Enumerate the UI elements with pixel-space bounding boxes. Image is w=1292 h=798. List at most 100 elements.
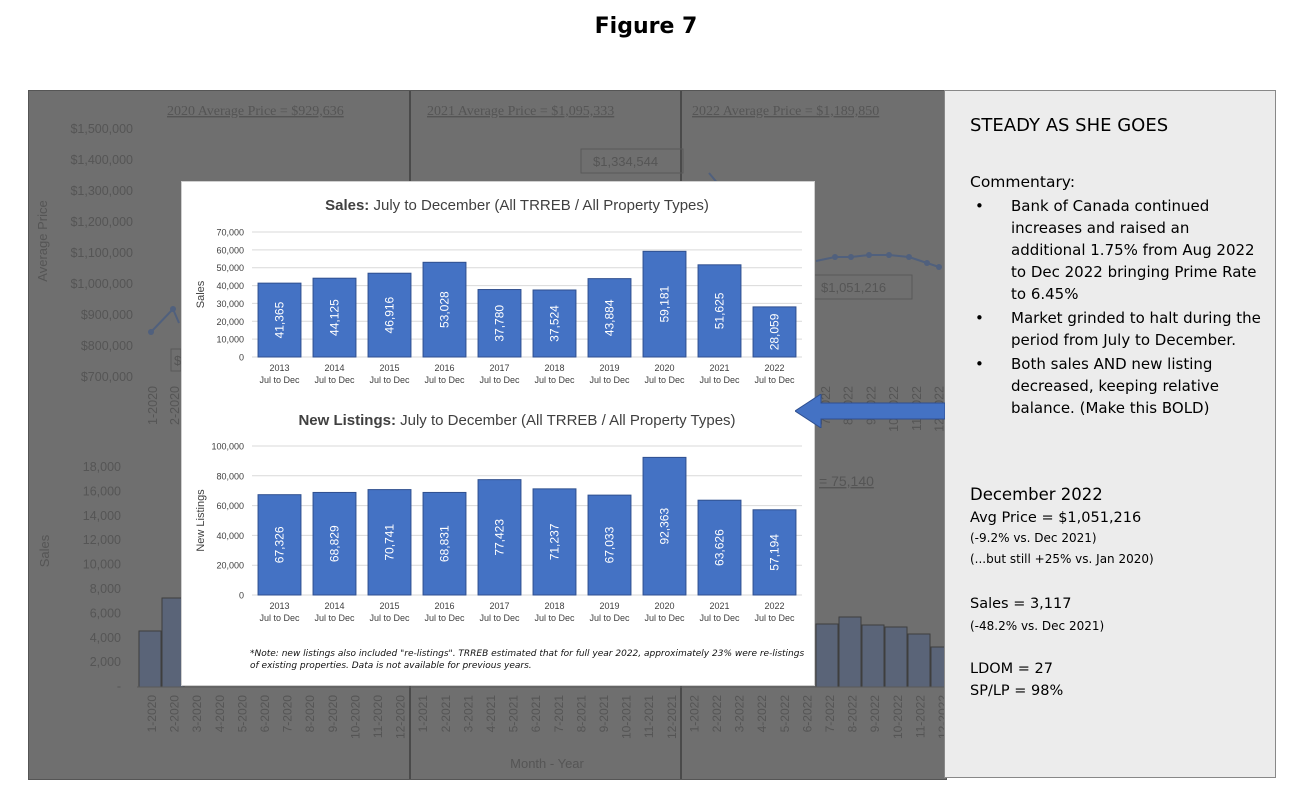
new-listings-chart: New Listings: July to December (All TRRE… [195, 412, 802, 623]
price-tick-label: $1,100,000 [70, 246, 133, 260]
x-tick-sublabel: Jul to Dec [369, 375, 410, 385]
avg-price-note-1: (-9.2% vs. Dec 2021) [970, 531, 1097, 545]
bar-value-label: 63,626 [713, 529, 727, 566]
y-tick-label: 100,000 [211, 442, 244, 452]
x-tick-label: 2014 [324, 601, 344, 611]
bar [477, 289, 522, 358]
bar [587, 494, 632, 596]
month-tick-label: 5-2022 [778, 695, 792, 733]
december-heading: December 2022 [970, 485, 1103, 504]
month-tick-label: 7-2020 [281, 695, 295, 733]
x-axis-title: Month - Year [510, 756, 584, 771]
month-tick-label: 2-2022 [710, 695, 724, 733]
sales-bar [907, 633, 931, 688]
month-tick-label: 4-2020 [213, 695, 227, 733]
commentary-heading: Commentary: [970, 173, 1076, 191]
bar-value-label: 37,524 [548, 305, 562, 342]
bar-value-label: 43,884 [603, 299, 617, 336]
sales-tick-label: 14,000 [83, 509, 121, 523]
callout-last: $1,051,216 [821, 280, 886, 295]
bar-value-label: 77,423 [493, 519, 507, 556]
price-tick-label: $700,000 [81, 370, 133, 384]
x-tick-sublabel: Jul to Dec [424, 613, 465, 623]
panel-title: STEADY AS SHE GOES [970, 115, 1169, 136]
y-tick-label: 80,000 [216, 471, 244, 481]
x-tick-label: 2019 [599, 363, 619, 373]
month-tick-label: 1-2020 [146, 386, 160, 425]
x-tick-label: 2014 [324, 363, 344, 373]
price-tick-label: $800,000 [81, 339, 133, 353]
x-tick-label: 2019 [599, 601, 619, 611]
month-tick-label: 5-2020 [235, 695, 249, 733]
x-tick-label: 2022 [764, 601, 784, 611]
x-tick-sublabel: Jul to Dec [369, 613, 410, 623]
x-tick-sublabel: Jul to Dec [534, 375, 575, 385]
x-tick-sublabel: Jul to Dec [699, 375, 740, 385]
overlay-charts-svg: Sales: July to December (All TRREB / All… [195, 197, 802, 623]
average-price-label: 2021 Average Price = $1,095,333 [427, 104, 614, 119]
month-tick-label: 1-2022 [687, 695, 701, 733]
x-tick-sublabel: Jul to Dec [424, 375, 465, 385]
bar [697, 264, 742, 358]
sales-note: (-48.2% vs. Dec 2021) [970, 619, 1105, 633]
x-tick-label: 2021 [709, 363, 729, 373]
callout-peak: $1,334,544 [593, 154, 658, 169]
price-tick-label: $1,500,000 [70, 122, 133, 136]
month-tick-label: 2-2020 [168, 695, 182, 733]
bar-value-label: 67,326 [273, 526, 287, 563]
price-tick-label: $900,000 [81, 308, 133, 322]
x-tick-sublabel: Jul to Dec [644, 375, 685, 385]
y-tick-label: 0 [239, 353, 244, 363]
month-tick-label: 1-2020 [145, 695, 159, 733]
x-tick-sublabel: Jul to Dec [479, 375, 520, 385]
x-tick-sublabel: Jul to Dec [314, 613, 355, 623]
bar [587, 278, 632, 358]
bar [257, 494, 302, 596]
month-tick-label: 3-2020 [190, 695, 204, 733]
x-tick-label: 2017 [489, 363, 509, 373]
month-tick-label: 11-2022 [913, 695, 927, 738]
x-tick-label: 2013 [269, 601, 289, 611]
sales-bar [884, 626, 908, 688]
month-tick-label: 4-2022 [755, 695, 769, 733]
x-tick-sublabel: Jul to Dec [259, 613, 300, 623]
x-tick-sublabel: Jul to Dec [699, 613, 740, 623]
sales-tick-label: 16,000 [83, 484, 121, 498]
x-tick-label: 2015 [379, 601, 399, 611]
bar [642, 456, 687, 596]
price-point [866, 252, 872, 258]
sales-axis-title: Sales [37, 534, 52, 567]
bar-value-label: 70,741 [383, 524, 397, 561]
month-tick-label: 10-2021 [620, 695, 634, 739]
x-tick-sublabel: Jul to Dec [754, 375, 795, 385]
bar [477, 479, 522, 596]
bar-value-label: 68,829 [328, 525, 342, 562]
price-tick-label: $1,000,000 [70, 277, 133, 291]
sales-average-label: = 75,140 [819, 473, 874, 489]
bar-value-label: 57,194 [768, 534, 782, 571]
chart-title: Sales: July to December (All TRREB / All… [325, 197, 709, 214]
y-tick-label: 40,000 [216, 531, 244, 541]
y-tick-label: 40,000 [216, 281, 244, 291]
sales-value: Sales = 3,117 [970, 596, 1072, 612]
bar [422, 261, 467, 358]
y-tick-label: 70,000 [216, 228, 244, 238]
month-tick-label: 7-2021 [552, 695, 566, 733]
month-tick-label: 1-2021 [416, 695, 430, 733]
sales-bar [861, 624, 885, 688]
footnote: *Note: new listings also included "re-li… [250, 649, 805, 671]
price-tick-label: $1,300,000 [70, 184, 133, 198]
bar [697, 499, 742, 596]
month-tick-label: 11-2020 [371, 695, 385, 738]
month-tick-label: 8-2022 [846, 695, 860, 733]
average-price-label: 2022 Average Price = $1,189,850 [692, 104, 879, 119]
bar-value-label: 68,831 [438, 525, 452, 562]
sales-bar [815, 623, 839, 688]
bar [257, 282, 302, 358]
month-tick-label: 3-2022 [733, 695, 747, 733]
chart-title: New Listings: July to December (All TRRE… [298, 412, 735, 429]
bar-value-label: 53,028 [438, 291, 452, 328]
callout-box [580, 148, 684, 174]
bar-value-label: 41,365 [273, 301, 287, 338]
bar [532, 289, 577, 358]
